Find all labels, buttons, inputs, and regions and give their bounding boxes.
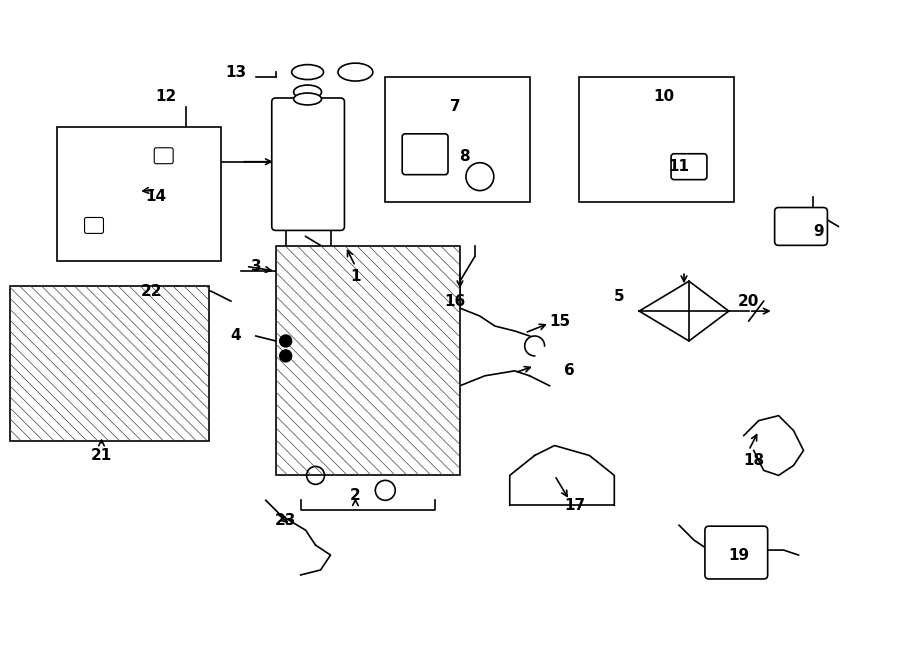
Bar: [385, 77, 530, 202]
Text: 14: 14: [146, 189, 166, 204]
Text: 1: 1: [350, 269, 361, 284]
Text: 10: 10: [653, 89, 675, 104]
Text: 8: 8: [460, 149, 470, 164]
Text: 9: 9: [813, 224, 824, 239]
Circle shape: [280, 335, 292, 347]
Bar: [57, 127, 221, 261]
Text: 23: 23: [275, 513, 296, 527]
Bar: [10, 286, 209, 440]
FancyBboxPatch shape: [671, 154, 706, 180]
Circle shape: [280, 350, 292, 362]
Text: 7: 7: [450, 99, 460, 114]
Ellipse shape: [293, 93, 321, 105]
Text: 3: 3: [250, 258, 261, 274]
Text: 18: 18: [743, 453, 764, 468]
Bar: [580, 77, 734, 202]
Text: 2: 2: [350, 488, 361, 503]
Text: 16: 16: [445, 293, 465, 309]
FancyBboxPatch shape: [775, 208, 827, 245]
Text: 4: 4: [230, 329, 241, 344]
Text: 6: 6: [564, 364, 575, 378]
Text: 11: 11: [669, 159, 689, 175]
FancyBboxPatch shape: [272, 98, 345, 231]
Ellipse shape: [293, 85, 321, 99]
Text: 20: 20: [738, 293, 760, 309]
FancyBboxPatch shape: [85, 217, 104, 233]
Text: 13: 13: [225, 65, 247, 79]
Text: 12: 12: [156, 89, 176, 104]
Bar: [275, 247, 460, 475]
Ellipse shape: [292, 65, 323, 79]
FancyBboxPatch shape: [154, 148, 173, 164]
Ellipse shape: [338, 63, 373, 81]
Text: 22: 22: [140, 284, 162, 299]
Text: 15: 15: [549, 313, 570, 329]
FancyBboxPatch shape: [705, 526, 768, 579]
Text: 21: 21: [91, 448, 112, 463]
FancyBboxPatch shape: [402, 134, 448, 175]
Text: 19: 19: [728, 547, 750, 563]
Text: 17: 17: [564, 498, 585, 513]
Text: 5: 5: [614, 289, 625, 303]
